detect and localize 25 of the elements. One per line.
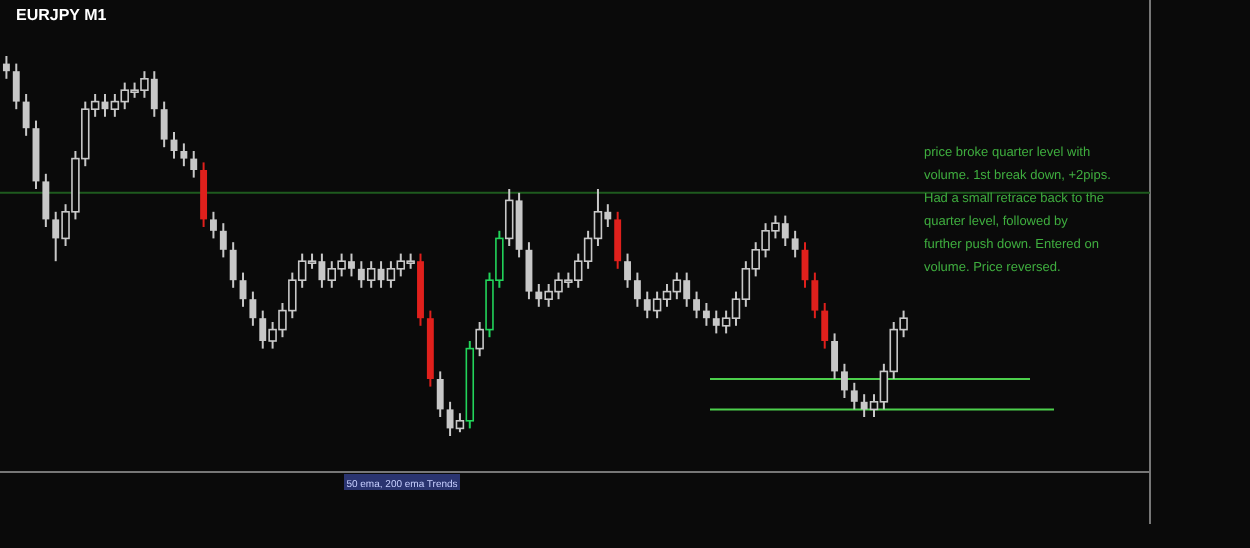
candlestick [811,271,819,320]
candlestick [219,222,227,259]
candlestick [12,62,20,111]
candlestick [633,271,641,308]
candlestick [2,55,10,80]
candlestick [614,210,622,270]
candlestick [180,142,188,168]
candlestick [525,241,533,301]
candlestick [840,362,848,399]
candlestick [210,210,217,240]
candlestick [42,172,50,228]
candlestick [190,150,198,179]
chart-title: EURJPY M1 [16,6,108,24]
candlestick [791,229,799,259]
candlestick [821,302,829,350]
candlestick [436,370,444,418]
candlestick [229,241,237,289]
candlestick [693,290,700,320]
candlestick [22,93,30,137]
candlestick [249,290,257,327]
candlestick [831,332,839,380]
candlestick [624,252,631,289]
candlestick [702,302,710,327]
candlestick [850,381,858,411]
candlestick [160,100,168,149]
